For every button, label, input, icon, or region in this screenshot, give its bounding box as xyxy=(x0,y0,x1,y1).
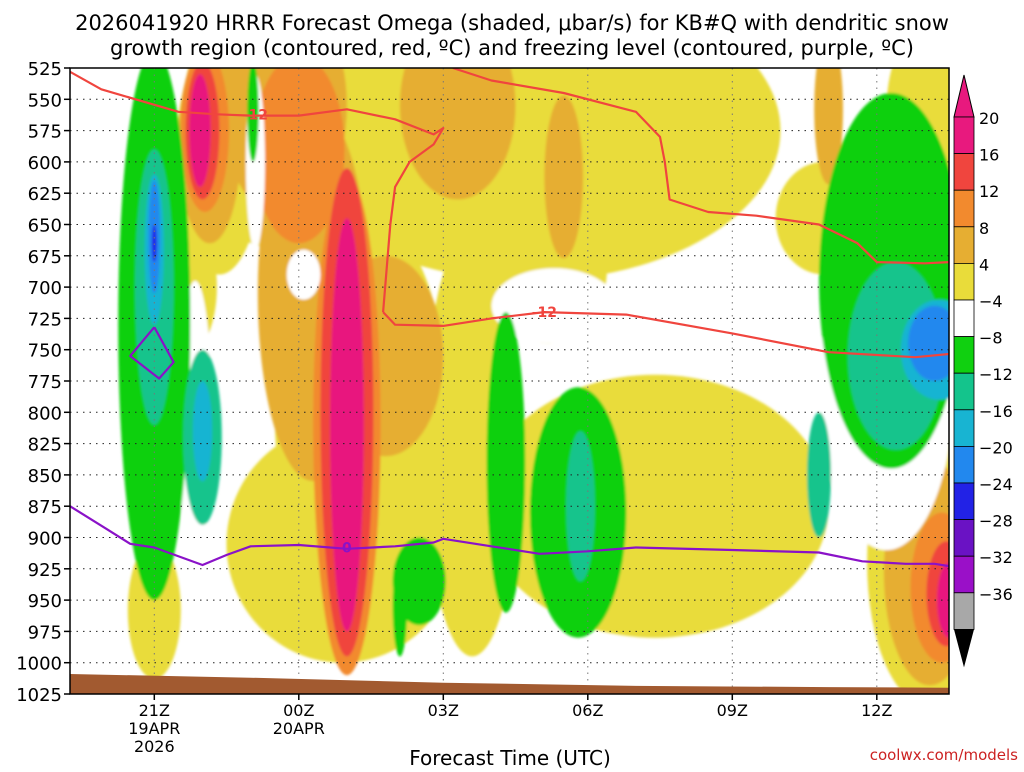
grid-lines xyxy=(70,68,949,694)
contour-label-3: 0 xyxy=(342,541,352,557)
omega-shading xyxy=(118,68,949,694)
contours: -12 -12 0 xyxy=(70,68,949,568)
y-tick-label-14: 875 xyxy=(28,497,62,518)
y-tick-label-3: 600 xyxy=(28,153,62,174)
y-tick-label-6: 675 xyxy=(28,247,62,268)
omega-region-44 xyxy=(392,556,408,657)
colorbar-bottom-arrow xyxy=(954,629,974,668)
y-tick-label-12: 825 xyxy=(28,435,62,456)
colorbar-segment-7 xyxy=(953,372,975,411)
x-tick-label-3-1: 06Z xyxy=(572,701,603,720)
x-tick-label-5-1: 12Z xyxy=(861,701,892,720)
contour-line-2 xyxy=(452,68,949,265)
omega-region-18 xyxy=(544,95,583,259)
y-tick-label-18: 975 xyxy=(28,622,62,643)
colorbar-label-13: −36 xyxy=(979,585,1013,604)
terrain-surface xyxy=(70,674,949,694)
x-axis-label: Forecast Time (UTC) xyxy=(409,746,611,768)
contour-label-1: -12 xyxy=(532,305,557,321)
x-tick-label-1-1: 00Z xyxy=(283,701,314,720)
colorbar-label-10: −24 xyxy=(979,475,1013,494)
y-tick-label-8: 725 xyxy=(28,309,62,330)
y-tick-label-1: 550 xyxy=(28,90,62,111)
colorbar-label-1: 16 xyxy=(979,146,999,165)
y-tick-label-7: 700 xyxy=(28,278,62,299)
x-tick-label-0-2: 19APR xyxy=(128,719,180,738)
x-tick-label-2-1: 03Z xyxy=(428,701,459,720)
colorbar-segment-9 xyxy=(953,445,975,484)
y-tick-label-4: 625 xyxy=(28,184,62,205)
y-tick-label-11: 800 xyxy=(28,403,62,424)
colorbar-label-4: 4 xyxy=(979,255,989,274)
y-tick-label-9: 750 xyxy=(28,341,62,362)
colorbar-label-6: −8 xyxy=(979,329,1003,348)
colorbar-segment-5 xyxy=(953,299,975,337)
y-tick-label-13: 850 xyxy=(28,466,62,487)
colorbar-segment-3 xyxy=(953,226,975,264)
colorbar-label-2: 12 xyxy=(979,182,999,201)
colorbar-label-8: −16 xyxy=(979,402,1013,421)
colorbar-label-7: −12 xyxy=(979,365,1013,384)
x-tick-label-0-1: 21Z xyxy=(139,701,170,720)
omega-region-34 xyxy=(491,268,617,344)
credit-text: coolwx.com/models xyxy=(870,746,1018,764)
colorbar: 20 16 12 8 4 −4 −8 −12 −16 −20 −24 −28 −32 −36 xyxy=(953,74,1013,668)
x-tick-label-0-3: 2026 xyxy=(134,737,175,756)
y-tick-label-17: 950 xyxy=(28,591,62,612)
y-tick-label-0: 525 xyxy=(28,59,62,80)
colorbar-top-arrow xyxy=(953,74,975,118)
colorbar-segment-10 xyxy=(953,482,975,520)
y-tick-label-10: 775 xyxy=(28,372,62,393)
omega-region-51 xyxy=(192,381,213,482)
contour-label-0: -12 xyxy=(243,107,268,123)
omega-region-30 xyxy=(330,218,364,632)
omega-region-55 xyxy=(151,224,157,263)
y-axis: 525 550 575 600 625 650 675 700 725 750 775 800 825 8… xyxy=(16,59,70,706)
x-tick-label-4-1: 09Z xyxy=(717,701,748,720)
colorbar-segment-1 xyxy=(953,153,975,191)
omega-region-49 xyxy=(807,412,831,538)
contour-line-1 xyxy=(382,311,949,359)
x-tick-label-1-2: 20APR xyxy=(273,719,325,738)
colorbar-label-5: −4 xyxy=(979,292,1003,311)
colorbar-segment-12 xyxy=(953,555,975,594)
omega-region-20 xyxy=(814,68,843,185)
contour-line-4 xyxy=(129,326,175,380)
colorbar-label-9: −20 xyxy=(979,438,1013,457)
y-tick-label-20: 1025 xyxy=(16,685,62,706)
y-tick-label-2: 575 xyxy=(28,122,62,143)
y-tick-label-16: 925 xyxy=(28,560,62,581)
omega-region-32 xyxy=(937,562,949,638)
omega-region-37 xyxy=(286,249,321,300)
colorbar-segment-11 xyxy=(953,519,975,557)
colorbar-segment-8 xyxy=(953,409,975,447)
colorbar-segment-4 xyxy=(953,262,975,301)
chart-title-line2: growth region (contoured, red, ºC) and f… xyxy=(110,36,914,60)
colorbar-label-0: 20 xyxy=(979,109,999,128)
colorbar-label-12: −32 xyxy=(979,548,1013,567)
contour-line-0 xyxy=(70,70,445,313)
y-tick-label-19: 1000 xyxy=(16,654,62,675)
omega-region-19 xyxy=(399,68,516,200)
colorbar-segment-6 xyxy=(953,336,975,374)
colorbar-label-3: 8 xyxy=(979,219,989,238)
chart-title-line1: 2026041920 HRRR Forecast Omega (shaded, … xyxy=(75,11,949,35)
colorbar-segment-13 xyxy=(953,592,975,630)
contour-line-3 xyxy=(70,505,949,568)
colorbar-label-11: −28 xyxy=(979,512,1013,531)
colorbar-segment-0 xyxy=(953,116,975,154)
terrain xyxy=(70,674,949,694)
colorbar-segment-2 xyxy=(953,189,975,228)
y-tick-label-5: 650 xyxy=(28,216,62,237)
omega-region-54 xyxy=(908,305,949,381)
y-tick-label-15: 900 xyxy=(28,529,62,550)
omega-region-40 xyxy=(486,312,526,613)
